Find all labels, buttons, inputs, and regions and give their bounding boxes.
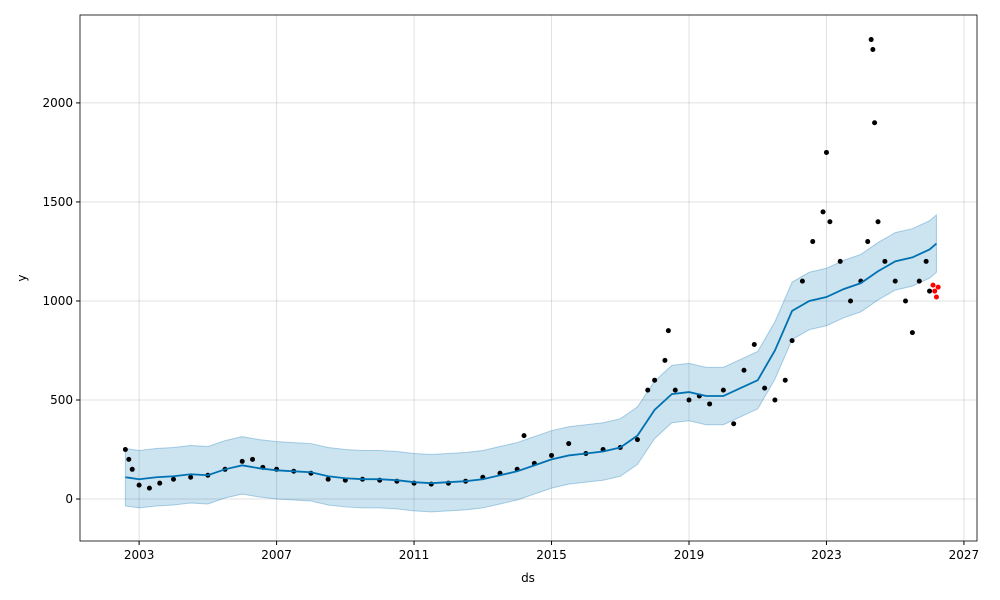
data-point bbox=[837, 258, 843, 264]
data-point bbox=[751, 342, 757, 348]
data-point bbox=[741, 367, 747, 373]
data-point bbox=[126, 456, 132, 462]
data-point bbox=[549, 452, 555, 458]
data-point bbox=[720, 387, 726, 393]
y-tick-label: 0 bbox=[65, 492, 73, 506]
data-point bbox=[823, 149, 829, 155]
data-point bbox=[665, 328, 671, 334]
x-tick-label: 2007 bbox=[261, 548, 292, 562]
data-point bbox=[122, 447, 128, 453]
data-point bbox=[762, 385, 768, 391]
x-tick-label: 2015 bbox=[536, 548, 567, 562]
x-tick-label: 2019 bbox=[674, 548, 705, 562]
data-point bbox=[820, 209, 826, 215]
data-point bbox=[652, 377, 658, 383]
data-point bbox=[707, 401, 713, 407]
data-point bbox=[875, 219, 881, 225]
data-point bbox=[865, 239, 871, 245]
data-point bbox=[672, 387, 678, 393]
data-point bbox=[789, 338, 795, 344]
data-point bbox=[927, 288, 933, 294]
data-point bbox=[930, 282, 936, 288]
data-point bbox=[146, 485, 152, 491]
data-point bbox=[810, 239, 816, 245]
data-point bbox=[634, 437, 640, 443]
x-tick-label: 2027 bbox=[949, 548, 980, 562]
data-point bbox=[872, 120, 878, 126]
x-tick-label: 2003 bbox=[124, 548, 155, 562]
x-axis-label: ds bbox=[521, 571, 535, 585]
data-point bbox=[136, 482, 142, 488]
data-point bbox=[686, 397, 692, 403]
data-point bbox=[566, 441, 572, 447]
y-tick-label: 1500 bbox=[42, 195, 73, 209]
data-point bbox=[239, 458, 245, 464]
data-point bbox=[129, 466, 135, 472]
data-point bbox=[772, 397, 778, 403]
data-point bbox=[662, 357, 668, 363]
x-tick-label: 2023 bbox=[811, 548, 842, 562]
y-axis-label: y bbox=[15, 274, 29, 281]
uncertainty-band bbox=[124, 213, 937, 513]
data-point bbox=[157, 480, 163, 486]
data-point bbox=[645, 387, 651, 393]
data-point bbox=[909, 330, 915, 336]
y-tick-label: 2000 bbox=[42, 96, 73, 110]
data-point bbox=[848, 298, 854, 304]
data-point bbox=[916, 278, 922, 284]
data-point bbox=[799, 278, 805, 284]
data-point bbox=[868, 37, 874, 43]
data-point bbox=[923, 258, 929, 264]
data-point bbox=[731, 421, 737, 427]
data-point bbox=[827, 219, 833, 225]
data-point bbox=[250, 456, 256, 462]
y-tick-label: 1000 bbox=[42, 294, 73, 308]
data-point bbox=[188, 474, 194, 480]
data-point bbox=[882, 258, 888, 264]
data-point bbox=[933, 294, 939, 300]
data-point bbox=[870, 46, 876, 52]
data-point bbox=[932, 288, 938, 294]
data-point bbox=[521, 433, 527, 439]
forecast-line bbox=[125, 242, 938, 485]
x-tick-label: 2011 bbox=[399, 548, 430, 562]
data-point bbox=[782, 377, 788, 383]
data-point bbox=[903, 298, 909, 304]
data-point bbox=[325, 476, 331, 482]
y-tick-label: 500 bbox=[50, 393, 73, 407]
data-point bbox=[170, 476, 176, 482]
data-point bbox=[892, 278, 898, 284]
plot-frame bbox=[79, 14, 978, 542]
data-point bbox=[935, 284, 941, 290]
